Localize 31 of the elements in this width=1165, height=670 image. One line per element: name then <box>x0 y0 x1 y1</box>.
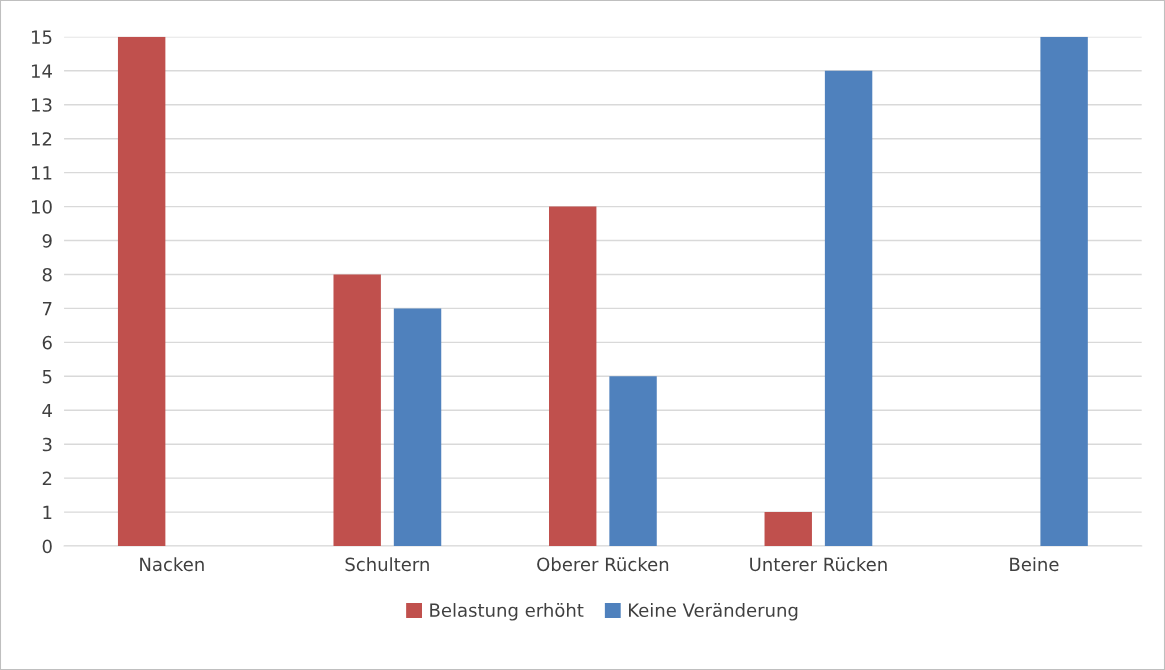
y-tick-label: 8 <box>42 267 52 282</box>
y-tick-label: 10 <box>31 200 52 214</box>
x-tick-label: Oberer Rücken <box>537 557 669 572</box>
y-tick-label: 2 <box>42 471 52 486</box>
bar <box>549 206 597 547</box>
y-tick-label: 15 <box>31 30 52 44</box>
y-tick-label: 3 <box>42 437 52 452</box>
x-tick-label: Schultern <box>345 557 429 572</box>
y-tick-label: 5 <box>42 370 52 384</box>
legend-label: Keine Veränderung <box>629 603 798 621</box>
y-tick-label: 0 <box>42 539 52 554</box>
x-tick-label: Nacken <box>140 557 204 572</box>
bar <box>333 274 381 547</box>
y-tick-label: 6 <box>42 335 52 350</box>
y-tick-label: 9 <box>42 233 52 248</box>
y-tick-label: 14 <box>31 64 52 78</box>
x-tick-label: Unterer Rücken <box>750 557 887 572</box>
bar <box>764 512 812 547</box>
bar <box>824 70 873 547</box>
y-tick-label: 12 <box>31 132 52 146</box>
bar <box>609 376 657 547</box>
bar <box>393 308 442 547</box>
y-tick-label: 1 <box>43 505 52 519</box>
y-tick-label: 11 <box>31 166 52 180</box>
bar <box>117 36 166 547</box>
x-tick-label: Beine <box>1010 557 1059 572</box>
bar <box>1040 36 1088 547</box>
y-tick-label: 4 <box>42 403 52 418</box>
y-tick-label: 7 <box>42 302 52 316</box>
legend-label: Belastung erhöht <box>430 603 584 621</box>
y-tick-label: 13 <box>31 98 52 112</box>
